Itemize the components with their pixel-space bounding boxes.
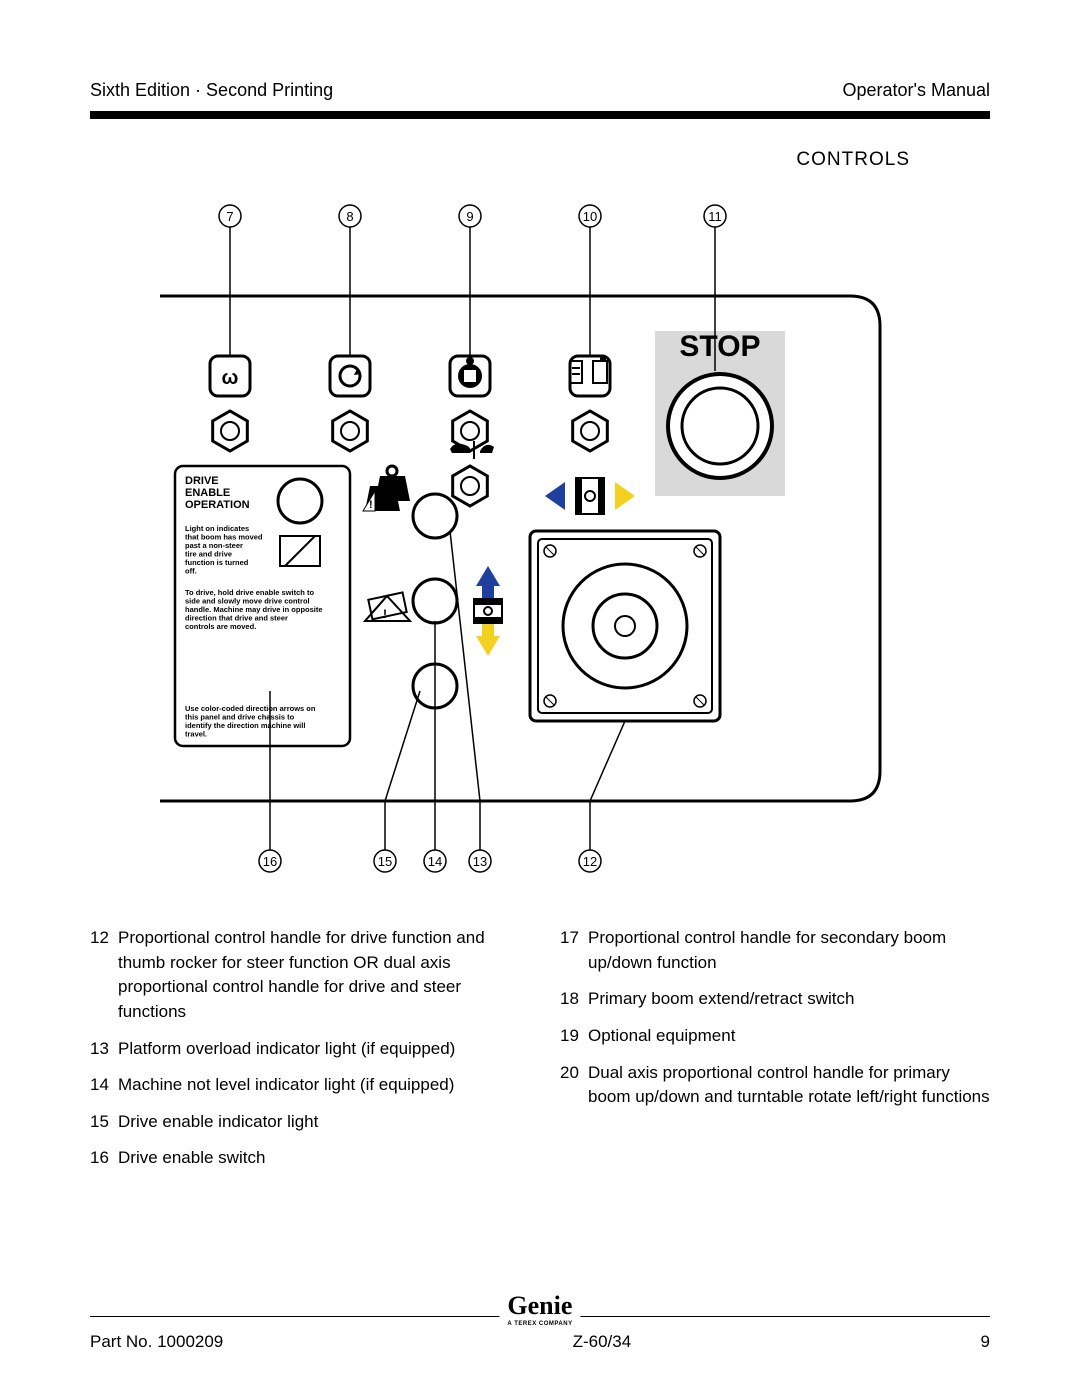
section-title: CONTROLS xyxy=(90,149,990,171)
controls-diagram: 7 8 9 10 11 16 15 14 13 12 ω STOP!! DRIVEENABLEOPERA… xyxy=(160,201,920,886)
svg-text:7: 7 xyxy=(226,209,233,224)
svg-text:!: ! xyxy=(383,607,387,621)
legend-item: 19Optional equipment xyxy=(560,1024,990,1049)
svg-text:14: 14 xyxy=(428,854,442,869)
legend-item: 13Platform overload indicator light (if … xyxy=(90,1037,520,1062)
svg-text:12: 12 xyxy=(583,854,597,869)
model: Z-60/34 xyxy=(573,1332,632,1352)
svg-text:!: ! xyxy=(369,499,373,511)
legend-columns: 12Proportional control handle for drive … xyxy=(90,926,990,1183)
svg-text:ENABLE: ENABLE xyxy=(185,487,230,499)
svg-text:OPERATION: OPERATION xyxy=(185,499,250,511)
legend-item: 15Drive enable indicator light xyxy=(90,1110,520,1135)
svg-text:travel.: travel. xyxy=(185,730,207,739)
header-rule xyxy=(90,111,990,119)
svg-text:controls are moved.: controls are moved. xyxy=(185,622,256,631)
svg-text:STOP: STOP xyxy=(679,330,760,363)
header-right: Operator's Manual xyxy=(842,80,990,101)
part-number: Part No. 1000209 xyxy=(90,1332,223,1352)
legend-item: 17Proportional control handle for second… xyxy=(560,926,990,975)
svg-text:off.: off. xyxy=(185,567,197,576)
header-left: Sixth Edition · Second Printing xyxy=(90,80,333,101)
legend-item: 16Drive enable switch xyxy=(90,1146,520,1171)
legend-item: 14Machine not level indicator light (if … xyxy=(90,1073,520,1098)
page-number: 9 xyxy=(981,1332,990,1352)
brand-logo: Genie A TEREX COMPANY xyxy=(499,1291,580,1327)
svg-text:11: 11 xyxy=(708,209,722,224)
svg-text:DRIVE: DRIVE xyxy=(185,475,219,487)
legend-item: 18Primary boom extend/retract switch xyxy=(560,987,990,1012)
svg-text:8: 8 xyxy=(346,209,353,224)
svg-text:10: 10 xyxy=(583,209,597,224)
svg-text:15: 15 xyxy=(378,854,392,869)
legend-item: 12Proportional control handle for drive … xyxy=(90,926,520,1025)
svg-text:13: 13 xyxy=(473,854,487,869)
svg-text:9: 9 xyxy=(466,209,473,224)
legend-item: 20Dual axis proportional control handle … xyxy=(560,1061,990,1110)
svg-text:ω: ω xyxy=(222,367,239,389)
svg-text:16: 16 xyxy=(263,854,277,869)
